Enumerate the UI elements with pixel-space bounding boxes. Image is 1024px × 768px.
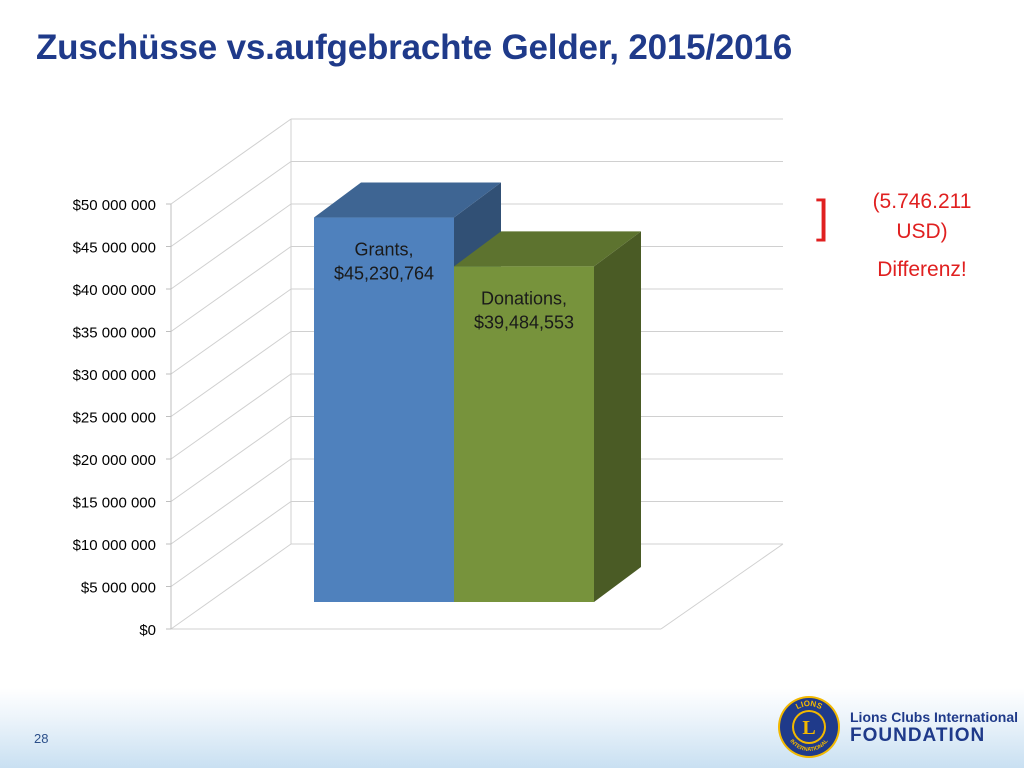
y-tick-label: $5 000 000 <box>81 580 156 597</box>
data-label: Donations, <box>481 288 567 308</box>
bar-top-0 <box>314 182 501 218</box>
side-gridline <box>170 373 292 460</box>
difference-bracket: ] <box>816 190 829 242</box>
floor-right-edge <box>660 543 784 630</box>
logo-text-foundation: FOUNDATION <box>850 725 986 746</box>
y-tick-label: $50 000 000 <box>73 197 156 214</box>
slide-title: Zuschüsse vs.aufgebrachte Gelder, 2015/2… <box>36 28 792 67</box>
y-tick-label: $10 000 000 <box>73 537 156 554</box>
data-label: $39,484,553 <box>474 312 574 332</box>
side-gridline <box>170 246 292 332</box>
page-number: 28 <box>34 731 49 746</box>
y-tick-label: $0 <box>139 622 156 639</box>
y-tick-label: $25 000 000 <box>73 410 156 427</box>
side-gridline <box>170 501 292 587</box>
lions-emblem-icon: L LIONS INTERNATIONAL <box>778 696 840 758</box>
y-tick-label: $20 000 000 <box>73 452 156 469</box>
y-tick-label: $45 000 000 <box>73 240 156 257</box>
side-gridline <box>170 118 292 205</box>
side-gridline <box>170 416 292 502</box>
svg-text:L: L <box>802 717 815 739</box>
y-tick-label: $30 000 000 <box>73 367 156 384</box>
logo-text-organization: Lions Clubs International <box>850 709 1019 725</box>
side-gridline <box>170 458 292 545</box>
bar-side-1 <box>594 231 641 603</box>
difference-label: Differenz! <box>877 258 967 281</box>
bar-front-1 <box>454 266 594 602</box>
side-gridline <box>170 288 292 375</box>
side-gridline <box>170 161 292 247</box>
difference-amount-line1: (5.746.211 <box>872 190 972 213</box>
data-label: Grants, <box>354 240 413 260</box>
y-tick-label: $15 000 000 <box>73 495 156 512</box>
difference-amount-line2: USD) <box>896 220 948 243</box>
bar-front-0 <box>314 217 454 602</box>
side-gridline <box>170 203 292 290</box>
y-tick-label: $40 000 000 <box>73 282 156 299</box>
side-gridline <box>170 543 292 630</box>
y-tick-label: $35 000 000 <box>73 325 156 342</box>
side-gridline <box>170 331 292 417</box>
footer-band <box>0 688 1024 768</box>
bar-top-1 <box>454 231 641 267</box>
data-label: $45,230,764 <box>334 264 434 284</box>
